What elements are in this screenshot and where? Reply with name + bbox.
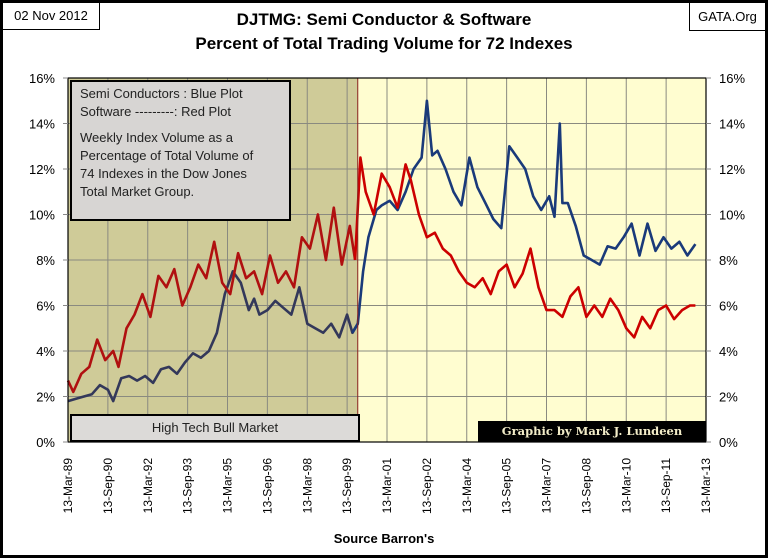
y-tick-label-left: 16% bbox=[29, 71, 55, 86]
y-tick-label-left: 4% bbox=[36, 344, 55, 359]
semis-line-bull bbox=[67, 270, 359, 403]
legend-box: Semi Conductors : Blue Plot Software ---… bbox=[70, 80, 291, 221]
y-tick-label-right: 2% bbox=[719, 390, 738, 405]
y-axis-right: 0% 2% 4% 6% 8% 10% 12% 14% 16% bbox=[706, 71, 745, 450]
x-tick-label: 13-Mar-01 bbox=[380, 458, 394, 514]
legend-desc-2: Percentage of Total Volume of bbox=[80, 148, 254, 163]
x-tick-label: 13-Sep-02 bbox=[420, 458, 434, 514]
x-axis: 13-Mar-89 13-Sep-90 13-Mar-92 13-Sep-93 13-M… bbox=[61, 458, 713, 514]
x-tick-label: 13-Sep-11 bbox=[659, 458, 673, 513]
site-label: GATA.Org bbox=[689, 3, 765, 31]
x-tick-label: 13-Sep-99 bbox=[340, 458, 354, 514]
y-tick-label-left: 6% bbox=[36, 299, 55, 314]
legend-desc-3: 74 Indexes in the Dow Jones bbox=[80, 166, 247, 181]
x-tick-label: 13-Mar-13 bbox=[699, 458, 713, 514]
x-tick-label: 13-Mar-98 bbox=[300, 458, 314, 514]
legend-desc-1: Weekly Index Volume as a bbox=[80, 130, 233, 145]
series-lines bbox=[66, 99, 697, 403]
chart-title-line2: Percent of Total Trading Volume for 72 I… bbox=[195, 34, 573, 53]
y-tick-label-left: 8% bbox=[36, 253, 55, 268]
chart-title-line1: DJTMG: Semi Conductor & Software bbox=[236, 10, 532, 29]
x-tick-label: 13-Sep-90 bbox=[101, 458, 115, 514]
y-tick-label-right: 0% bbox=[719, 435, 738, 450]
software-line-bull bbox=[66, 206, 357, 394]
y-tick-label-left: 0% bbox=[36, 435, 55, 450]
y-tick-label-left: 14% bbox=[29, 117, 55, 132]
credit-label: Graphic by Mark J. Lundeen bbox=[478, 421, 706, 442]
x-tick-label: 13-Mar-92 bbox=[141, 458, 155, 514]
x-tick-label: 13-Sep-93 bbox=[181, 458, 195, 514]
x-tick-label: 13-Sep-08 bbox=[579, 458, 593, 514]
y-tick-label-right: 8% bbox=[719, 253, 738, 268]
y-axis-left: 0% 2% 4% 6% 8% 10% 12% 14% 16% bbox=[29, 71, 68, 450]
y-tick-label-right: 16% bbox=[719, 71, 745, 86]
y-tick-label-right: 6% bbox=[719, 299, 738, 314]
software-line bbox=[353, 156, 696, 339]
source-label: Source Barron's bbox=[333, 531, 435, 546]
x-tick-label: 13-Mar-04 bbox=[460, 458, 474, 514]
y-tick-label-right: 12% bbox=[719, 162, 745, 177]
bull-market-label: High Tech Bull Market bbox=[70, 414, 360, 442]
y-tick-label-left: 12% bbox=[29, 162, 55, 177]
x-tick-label: 13-Mar-07 bbox=[540, 458, 554, 514]
x-tick-label: 13-Mar-10 bbox=[619, 458, 633, 514]
legend-semis: Semi Conductors : Blue Plot bbox=[80, 86, 243, 101]
date-label: 02 Nov 2012 bbox=[3, 3, 100, 30]
x-tick-label: 13-Sep-96 bbox=[260, 458, 274, 514]
x-tick-label: 13-Mar-89 bbox=[61, 458, 75, 514]
y-tick-label-left: 2% bbox=[36, 390, 55, 405]
y-tick-label-left: 10% bbox=[29, 208, 55, 223]
chart-title: DJTMG: Semi Conductor & Software Percent… bbox=[0, 8, 768, 56]
legend-desc-4: Total Market Group. bbox=[80, 184, 195, 199]
legend-software: Software ---------: Red Plot bbox=[80, 104, 231, 119]
semis-line bbox=[351, 99, 697, 334]
y-tick-label-right: 10% bbox=[719, 208, 745, 223]
y-tick-label-right: 4% bbox=[719, 344, 738, 359]
x-tick-label: 13-Mar-95 bbox=[221, 458, 235, 514]
x-tick-label: 13-Sep-05 bbox=[500, 458, 514, 514]
y-tick-label-right: 14% bbox=[719, 117, 745, 132]
